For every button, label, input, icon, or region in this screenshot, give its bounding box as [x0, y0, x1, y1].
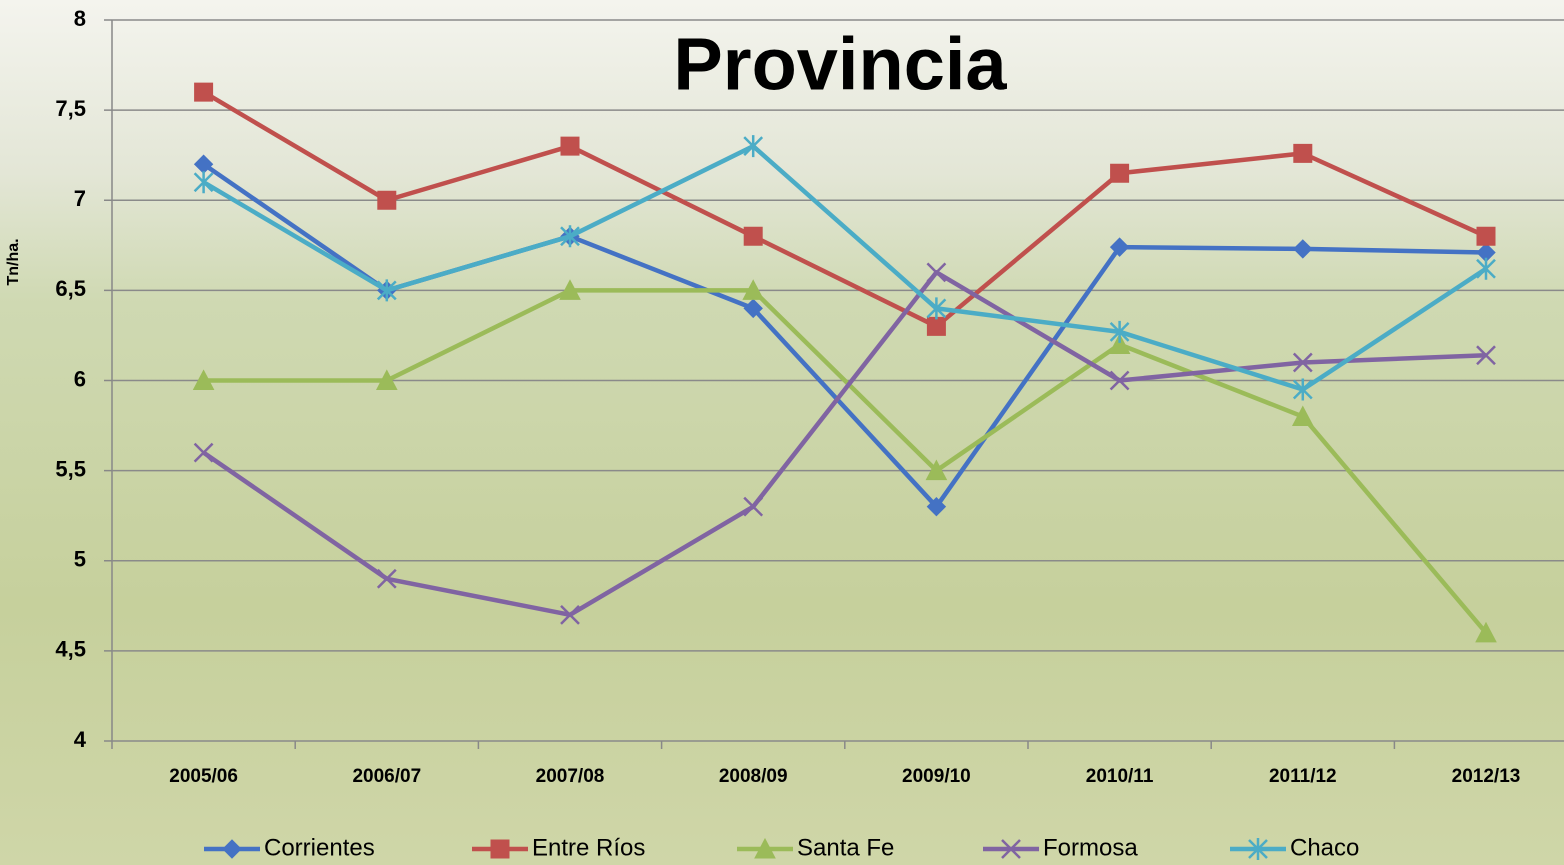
legend-marker [1001, 839, 1021, 859]
legend-label: Formosa [1043, 834, 1138, 861]
data-point [375, 369, 398, 390]
data-point [926, 316, 946, 336]
legend-label: Santa Fe [797, 834, 894, 861]
data-point [193, 171, 214, 194]
legend-label: Corrientes [264, 834, 375, 861]
data-point [926, 262, 947, 283]
legend-marker [754, 837, 776, 859]
data-point [560, 604, 580, 625]
y-tick-label: 7,5 [55, 96, 86, 121]
legend-marker [490, 839, 510, 859]
data-point [1109, 237, 1130, 257]
data-point [743, 135, 764, 158]
series-line [203, 288, 1488, 635]
data-point [193, 442, 214, 463]
data-point [742, 279, 765, 300]
x-tick-label: 2008/09 [719, 766, 788, 787]
y-tick-label: 5 [74, 547, 86, 572]
y-tick-label: 4 [74, 727, 87, 752]
data-point [560, 225, 580, 248]
legend-marker [222, 839, 242, 859]
data-point [376, 568, 397, 589]
data-point [1110, 163, 1130, 183]
data-point [743, 298, 763, 319]
x-tick-label: 2006/07 [352, 766, 421, 787]
x-tick-label: 2009/10 [902, 766, 971, 787]
data-point [192, 369, 215, 390]
x-tick-label: 2011/12 [1269, 766, 1337, 787]
chart-title: Provincia [673, 23, 1007, 106]
data-point [560, 136, 580, 156]
data-point [559, 279, 581, 300]
data-point [1109, 320, 1130, 343]
legend-marker [1248, 838, 1268, 860]
y-tick-label: 8 [74, 6, 86, 31]
x-tick-label: 2010/11 [1086, 766, 1154, 787]
x-tick-label: 2012/13 [1452, 766, 1521, 787]
data-point [743, 226, 763, 246]
x-tick-label: 2007/08 [536, 766, 605, 787]
data-point [1109, 370, 1130, 391]
data-point [1292, 352, 1313, 373]
series-line [202, 143, 1488, 392]
series-line [202, 270, 1487, 618]
data-point [377, 190, 397, 210]
data-point [1476, 226, 1496, 246]
data-point [743, 496, 764, 517]
data-point [1292, 378, 1313, 401]
data-point [1476, 257, 1496, 280]
data-point [1293, 239, 1313, 259]
y-axis-label: Tn/ha. [5, 238, 22, 285]
data-point [1291, 405, 1314, 427]
data-point [1108, 333, 1131, 354]
data-point [926, 496, 947, 517]
legend-label: Entre Ríos [532, 834, 645, 861]
series-line [202, 90, 1487, 329]
legend-label: Chaco [1290, 834, 1359, 861]
data-point [926, 297, 947, 320]
x-tick-label: 2005/06 [169, 766, 238, 787]
y-tick-label: 6,5 [55, 276, 86, 301]
y-tick-label: 6 [74, 366, 86, 391]
y-tick-label: 5,5 [55, 456, 86, 481]
y-tick-label: 7 [74, 186, 86, 211]
data-point [1475, 621, 1497, 643]
data-point [194, 82, 214, 102]
y-tick-label: 4,5 [55, 637, 86, 662]
data-point [376, 279, 397, 302]
data-point [925, 459, 948, 481]
data-point [1476, 345, 1496, 366]
data-point [1293, 143, 1313, 163]
